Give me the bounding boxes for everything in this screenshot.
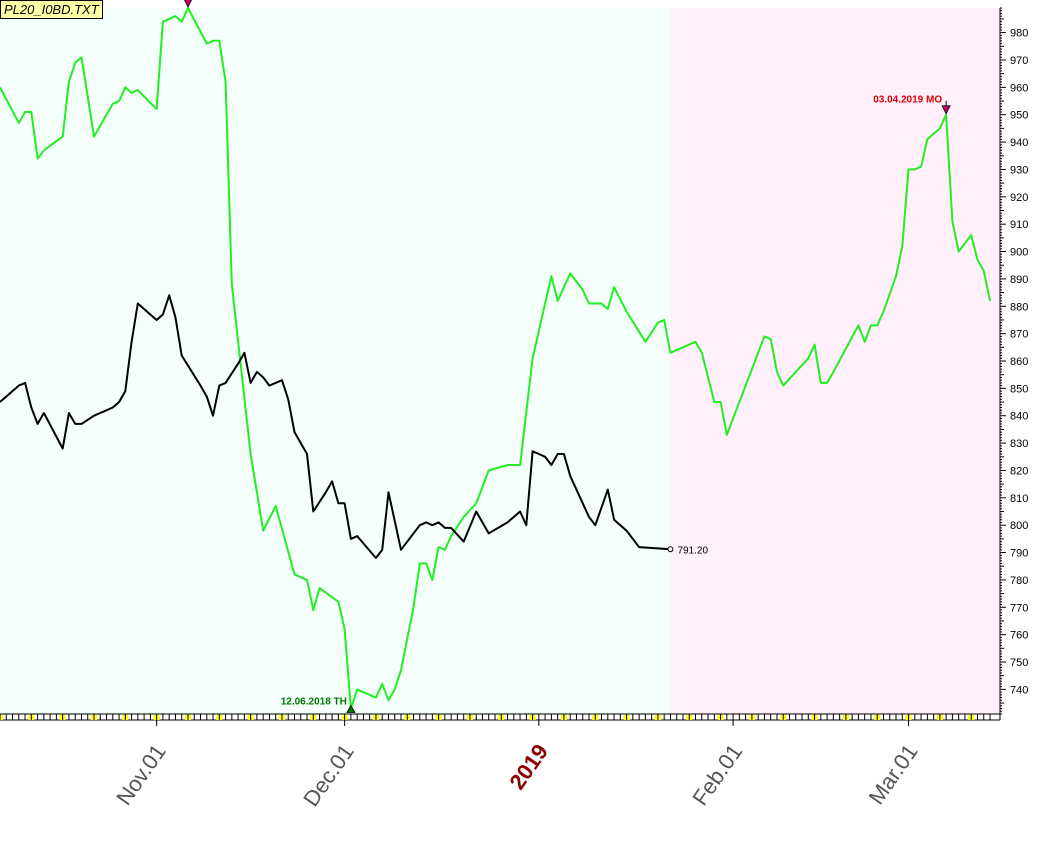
y-tick-label: 760 — [1010, 630, 1028, 642]
y-tick-label: 980 — [1010, 28, 1028, 40]
x-tick-label: Nov.01 — [111, 740, 171, 810]
low-annotation-label: 12.06.2018 TH — [281, 697, 347, 708]
y-tick-label: 880 — [1010, 301, 1028, 313]
series-line-green — [0, 7, 991, 710]
file-label: PL20_I0BD.TXT — [0, 0, 103, 19]
y-axis: 740 750 760 770 780 790 800 810 820 830 840 850 860 8… — [999, 7, 1028, 720]
y-tick-label: 930 — [1010, 164, 1028, 176]
series-layer — [0, 7, 991, 710]
y-tick-label: 960 — [1010, 82, 1028, 94]
y-tick-label: 770 — [1010, 602, 1028, 614]
x-axis: Nov.01 Dec.01 2019 Feb.01 Mar.01 — [111, 720, 923, 811]
y-tick-label: 810 — [1010, 493, 1028, 505]
y-tick-label: 870 — [1010, 329, 1028, 341]
y-tick-label: 940 — [1010, 137, 1028, 149]
x-axis-week-cell — [0, 715, 3, 720]
last-value-label: 791.20 — [677, 545, 708, 556]
y-tick-label: 780 — [1010, 575, 1028, 587]
high-marker-icon — [184, 0, 192, 8]
x-tick-label: Dec.01 — [298, 740, 358, 811]
y-tick-label: 950 — [1010, 110, 1028, 122]
x-axis-strip — [0, 713, 1000, 721]
y-tick-label: 850 — [1010, 383, 1028, 395]
low-marker-icon — [346, 704, 356, 713]
high-annotation-label: 03.04.2019 MO — [873, 95, 942, 106]
y-tick-label: 890 — [1010, 274, 1028, 286]
y-tick-label: 820 — [1010, 465, 1028, 477]
x-tick-label: Mar.01 — [864, 740, 923, 809]
y-tick-label: 920 — [1010, 192, 1028, 204]
y-tick-label: 860 — [1010, 356, 1028, 368]
y-tick-label: 910 — [1010, 219, 1028, 231]
x-tick-label: 2019 — [504, 740, 553, 794]
y-tick-label: 840 — [1010, 411, 1028, 423]
x-tick-label: Feb.01 — [687, 740, 747, 810]
y-tick-label: 740 — [1010, 684, 1028, 696]
plot-background-right — [670, 8, 1000, 714]
high-marker-icon — [941, 105, 951, 115]
y-tick-label: 900 — [1010, 247, 1028, 259]
y-tick-label: 790 — [1010, 548, 1028, 560]
last-value-marker — [667, 546, 674, 553]
y-tick-label: 750 — [1010, 657, 1028, 669]
y-tick-label: 970 — [1010, 55, 1028, 67]
series-line-black — [0, 294, 671, 559]
y-tick-label: 800 — [1010, 520, 1028, 532]
plot-background-left — [0, 8, 671, 714]
y-tick-label: 830 — [1010, 438, 1028, 450]
